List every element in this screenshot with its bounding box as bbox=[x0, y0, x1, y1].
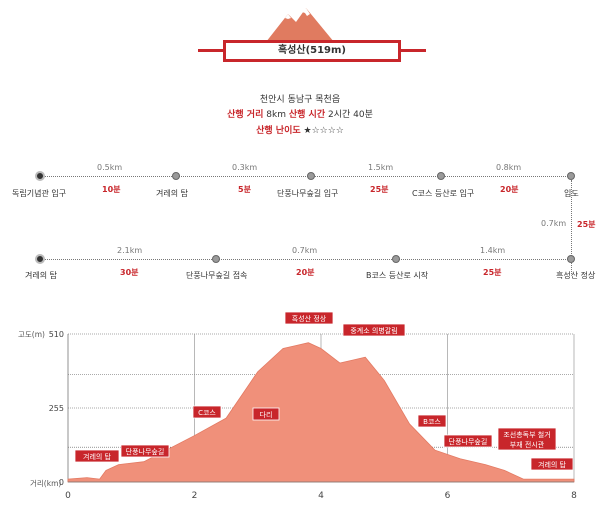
annotation-box bbox=[417, 414, 447, 428]
banner-line-right bbox=[401, 49, 426, 52]
x-tick-label: 8 bbox=[571, 491, 577, 501]
route-line-row2 bbox=[40, 259, 572, 260]
y-tick-label: 510 bbox=[49, 330, 64, 339]
vertical-distance: 0.7km bbox=[541, 219, 567, 228]
difficulty-label: 산행 난이도 bbox=[256, 126, 301, 136]
route-dot bbox=[567, 255, 575, 263]
elevation-chart: 0 2 4 6 8 0 255 510 고도(m) 거리(km) 겨레의 탑 단풍나무숲길 C코스 다리 흑… bbox=[18, 311, 577, 501]
segment-time: 25분 bbox=[370, 185, 389, 194]
banner-line-left bbox=[198, 49, 223, 52]
route-dot bbox=[392, 255, 400, 263]
segment-distance: 0.5km bbox=[97, 163, 123, 172]
time-value: 2시간 40분 bbox=[327, 110, 373, 120]
segment-distance: 0.8km bbox=[496, 163, 522, 172]
annotation-box bbox=[443, 434, 493, 448]
route-point-label: 단풍나무숲길 접속 bbox=[186, 271, 248, 280]
route-point-label: 독립기념관 입구 bbox=[12, 189, 67, 198]
route-dot bbox=[172, 172, 180, 180]
route-point-label: 겨레의 탑 bbox=[156, 189, 188, 198]
annotation-label: 흑성산 정상 bbox=[292, 314, 327, 323]
annotation-label: 부재 전시관 bbox=[510, 440, 545, 449]
segment-time: 20분 bbox=[500, 185, 519, 194]
difficulty-stars: ★☆☆☆☆ bbox=[303, 126, 344, 136]
segment-time: 20분 bbox=[296, 268, 315, 277]
segment-distance: 1.5km bbox=[368, 163, 394, 172]
segment-time: 30분 bbox=[120, 268, 139, 277]
x-tick-label: 6 bbox=[445, 491, 451, 501]
location-text: 천안시 동남구 목천읍 bbox=[259, 95, 341, 105]
y-tick-label: 0 bbox=[59, 478, 64, 487]
route-dot bbox=[437, 172, 445, 180]
mountain-icon bbox=[266, 8, 334, 42]
segment-time: 5분 bbox=[238, 185, 251, 194]
annotation-label: 다리 bbox=[260, 410, 273, 419]
route-point-label: 흑성산 정상 bbox=[556, 271, 596, 280]
route-dot bbox=[212, 255, 220, 263]
route-point-label: C코스 등산로 입구 bbox=[412, 189, 475, 198]
y-tick-label: 255 bbox=[49, 404, 64, 413]
annotation-box bbox=[530, 457, 574, 471]
annotation-label: B코스 bbox=[423, 418, 441, 426]
segment-distance: 0.3km bbox=[232, 163, 258, 172]
page-title: 흑성산(519m) bbox=[223, 40, 401, 62]
route-end-dot bbox=[35, 254, 45, 264]
distance-label: 산행 거리 bbox=[227, 110, 264, 120]
annotation-box bbox=[74, 449, 120, 463]
segment-time: 25분 bbox=[483, 268, 502, 277]
route-start-dot bbox=[35, 171, 45, 181]
route-point-label: 단풍나무숲길 입구 bbox=[277, 189, 339, 198]
annotation-label: 조선총독부 철거 bbox=[503, 430, 550, 439]
route-dot bbox=[307, 172, 315, 180]
x-tick-label: 0 bbox=[65, 491, 71, 501]
annotation-label: 겨레의 탑 bbox=[83, 452, 112, 461]
x-tick-label: 2 bbox=[192, 491, 198, 501]
difficulty-row: 산행 난이도 ★☆☆☆☆ bbox=[0, 123, 600, 136]
x-axis-label: 거리(km) bbox=[30, 479, 61, 488]
annotation-label: 단풍나무숲길 bbox=[449, 437, 488, 446]
y-axis-label: 고도(m) bbox=[18, 330, 45, 339]
route-dot bbox=[567, 172, 575, 180]
annotation-box bbox=[284, 311, 334, 325]
trip-summary: 산행 거리 8km 산행 시간 2시간 40분 bbox=[0, 107, 600, 120]
annotation-box bbox=[120, 444, 170, 458]
elevation-area bbox=[67, 342, 575, 483]
x-tick-label: 4 bbox=[318, 491, 324, 501]
segment-time: 10분 bbox=[102, 185, 121, 194]
annotation-box bbox=[192, 405, 222, 419]
route-point-label: 겨레의 탑 bbox=[25, 271, 57, 280]
distance-value: 8km bbox=[266, 110, 286, 120]
annotation-label: C코스 bbox=[198, 409, 216, 417]
route-line-row1 bbox=[40, 176, 572, 177]
annotation-label: 중계소 의병갈림 bbox=[350, 326, 397, 335]
time-label: 산행 시간 bbox=[288, 110, 326, 120]
segment-distance: 1.4km bbox=[480, 246, 506, 255]
annotation-box bbox=[497, 427, 557, 451]
route-line-vertical bbox=[571, 180, 572, 274]
annotation-box bbox=[252, 407, 280, 421]
annotation-label: 겨레의 탑 bbox=[538, 460, 567, 469]
segment-distance: 2.1km bbox=[117, 246, 143, 255]
route-point-label: B코스 등산로 시작 bbox=[366, 271, 429, 280]
annotation-label: 단풍나무숲길 bbox=[126, 447, 165, 456]
segment-distance: 0.7km bbox=[292, 246, 318, 255]
vertical-time: 25분 bbox=[577, 220, 596, 229]
annotation-box bbox=[342, 323, 406, 337]
